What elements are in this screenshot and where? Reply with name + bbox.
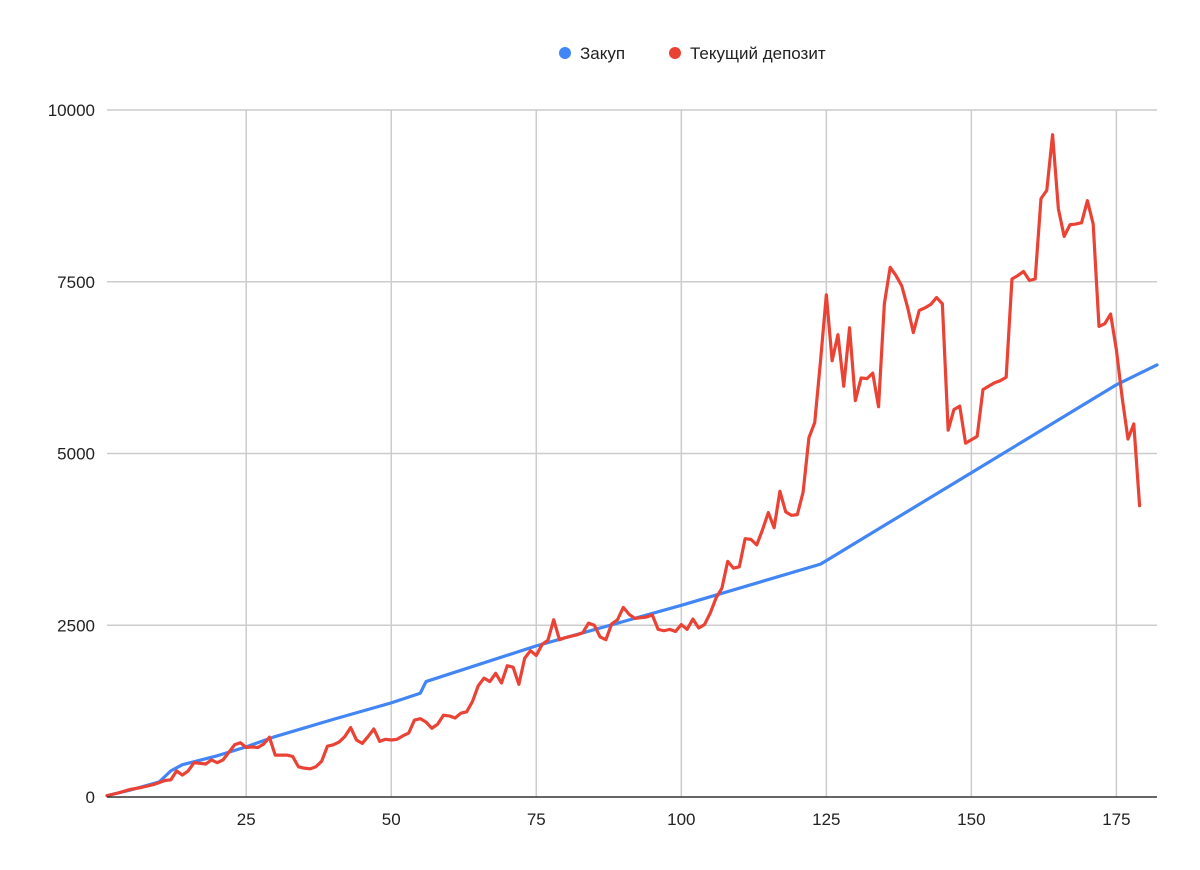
x-axis-ticks: 25 50 75 100 125 150 175 [237, 810, 1131, 829]
legend-item-zakup[interactable]: Закуп [559, 44, 625, 63]
legend-label-deposit: Текущий депозит [690, 44, 826, 63]
legend-label-zakup: Закуп [580, 44, 625, 63]
y-tick-label: 5000 [57, 445, 95, 464]
x-tick-label: 25 [237, 810, 256, 829]
y-axis-ticks: 0 2500 5000 7500 10000 [48, 101, 95, 807]
series-line-deposit[interactable] [105, 133, 1142, 798]
x-tick-label: 100 [667, 810, 695, 829]
x-tick-label: 50 [382, 810, 401, 829]
x-tick-label: 125 [812, 810, 840, 829]
y-tick-label: 10000 [48, 101, 95, 120]
series-line-zakup[interactable] [105, 363, 1159, 798]
legend-swatch-zakup [559, 47, 571, 59]
gridlines [107, 109, 1157, 797]
y-tick-label: 7500 [57, 273, 95, 292]
legend-swatch-deposit [669, 47, 681, 59]
legend: Закуп Текущий депозит [559, 44, 826, 63]
series-layer [105, 133, 1159, 798]
x-tick-label: 75 [527, 810, 546, 829]
legend-item-deposit[interactable]: Текущий депозит [669, 44, 826, 63]
y-tick-label: 2500 [57, 616, 95, 635]
x-tick-label: 150 [957, 810, 985, 829]
y-tick-label: 0 [86, 788, 95, 807]
x-tick-label: 175 [1102, 810, 1130, 829]
